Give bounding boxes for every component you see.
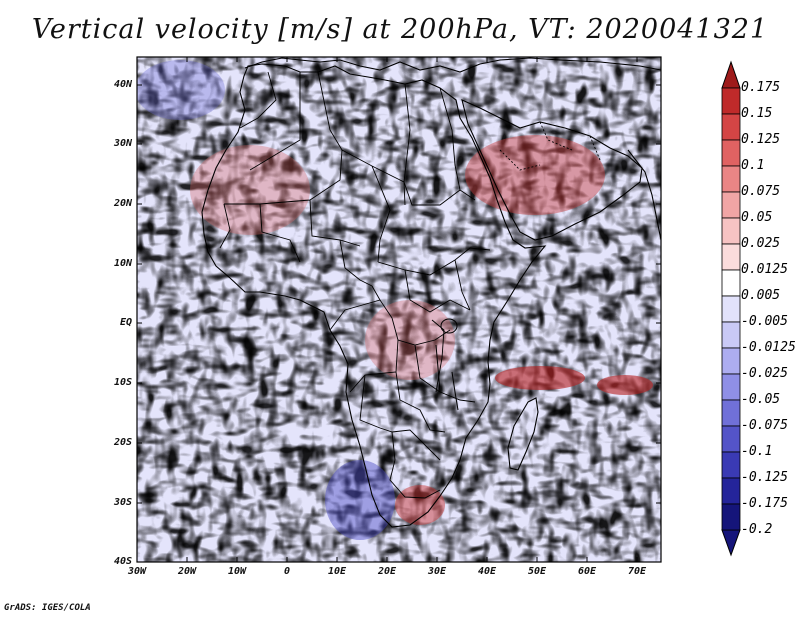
- lon-label: 70E: [627, 566, 647, 577]
- colorbar-label: -0.2: [741, 522, 773, 537]
- lat-label: 10S: [113, 377, 132, 388]
- africa-coastline: [201, 63, 547, 528]
- colorbar-swatch: [721, 217, 741, 245]
- colorbar: [721, 60, 741, 557]
- madagascar-coastline: [507, 397, 539, 471]
- lat-label: 30N: [113, 138, 132, 149]
- lat-label: 40S: [113, 556, 132, 567]
- lat-label: 30S: [113, 497, 132, 508]
- map-frame: [136, 56, 662, 563]
- colorbar-swatch: [721, 243, 741, 271]
- lake-victoria: [440, 318, 458, 334]
- colorbar-swatch: [721, 87, 741, 115]
- colorbar-label: -0.005: [741, 314, 788, 329]
- west-africa-red: [190, 145, 310, 235]
- colorbar-swatch: [721, 399, 741, 427]
- indian-ocean-red-2: [597, 375, 653, 395]
- colorbar-swatch: [721, 191, 741, 219]
- colorbar-label: -0.025: [741, 366, 788, 381]
- colorbar-swatch: [721, 139, 741, 167]
- colorbar-label: -0.0125: [741, 340, 796, 355]
- colorbar-swatch: [721, 451, 741, 479]
- colorbar-label: 0.005: [741, 288, 781, 303]
- colorbar-label: -0.175: [741, 496, 788, 511]
- colorbar-label: -0.1: [741, 444, 773, 459]
- lon-label: 60E: [577, 566, 597, 577]
- field-layer: [137, 57, 661, 562]
- arabia-high-red: [465, 135, 605, 215]
- dotted-borders: [499, 121, 601, 171]
- lon-label: 0: [283, 566, 291, 577]
- colorbar-swatch: [721, 269, 741, 297]
- colorbar-swatch: [721, 477, 741, 505]
- lon-label: 30E: [427, 566, 447, 577]
- colorbar-swatch: [721, 165, 741, 193]
- credit-text: GrADS: IGES/COLA: [4, 603, 91, 613]
- colorbar-label: -0.05: [741, 392, 781, 407]
- colorbar-top-arrow: [721, 60, 741, 89]
- indian-ocean-red-1: [495, 366, 585, 390]
- colorbar-swatch: [721, 321, 741, 349]
- colorbar-label: 0.15: [741, 106, 773, 121]
- colorbar-label: 0.175: [741, 80, 781, 95]
- north-atlantic-blue: [137, 60, 225, 120]
- lon-label: 30W: [127, 566, 147, 577]
- lat-label: EQ: [119, 317, 132, 328]
- europe-coastline: [244, 57, 661, 73]
- colorbar-label: 0.025: [741, 236, 781, 251]
- lon-label: 20W: [177, 566, 197, 577]
- lon-label: 10W: [227, 566, 247, 577]
- central-africa-red: [365, 300, 455, 380]
- colorbar-swatch: [721, 503, 741, 531]
- lake-malawi: [451, 371, 459, 411]
- lon-label: 20E: [377, 566, 397, 577]
- colorbar-swatch: [721, 373, 741, 401]
- colorbar-label: 0.05: [741, 210, 773, 225]
- lon-label: 10E: [327, 566, 347, 577]
- coastlines: [201, 57, 661, 528]
- colorbar-label: 0.075: [741, 184, 781, 199]
- colorbar-label: -0.075: [741, 418, 788, 433]
- colorbar-swatch: [721, 425, 741, 453]
- colorbar-bottom-arrow: [721, 529, 741, 557]
- arabia-coastline: [461, 99, 643, 241]
- colorbar-label: 0.0125: [741, 262, 788, 277]
- lat-label: 40N: [113, 79, 132, 90]
- south-atlantic-blue: [325, 460, 395, 540]
- lakes: [435, 318, 459, 411]
- colorbar-label: -0.125: [741, 470, 788, 485]
- india-coastline: [627, 149, 661, 241]
- lat-label: 20S: [113, 437, 132, 448]
- colorbar-swatch: [721, 347, 741, 375]
- colorbar-swatch: [721, 113, 741, 141]
- axis-ticks: [137, 57, 661, 562]
- south-africa-red: [395, 485, 445, 525]
- lon-label: 40E: [477, 566, 497, 577]
- lake-tanganyika: [435, 344, 441, 393]
- colorbar-label: 0.125: [741, 132, 781, 147]
- map-title: Vertical velocity [m/s] at 200hPa, VT: 2…: [31, 14, 769, 45]
- lon-label: 50E: [527, 566, 547, 577]
- colorbar-swatch: [721, 295, 741, 323]
- lat-label: 10N: [113, 258, 132, 269]
- lat-label: 20N: [113, 198, 132, 209]
- colorbar-label: 0.1: [741, 158, 765, 173]
